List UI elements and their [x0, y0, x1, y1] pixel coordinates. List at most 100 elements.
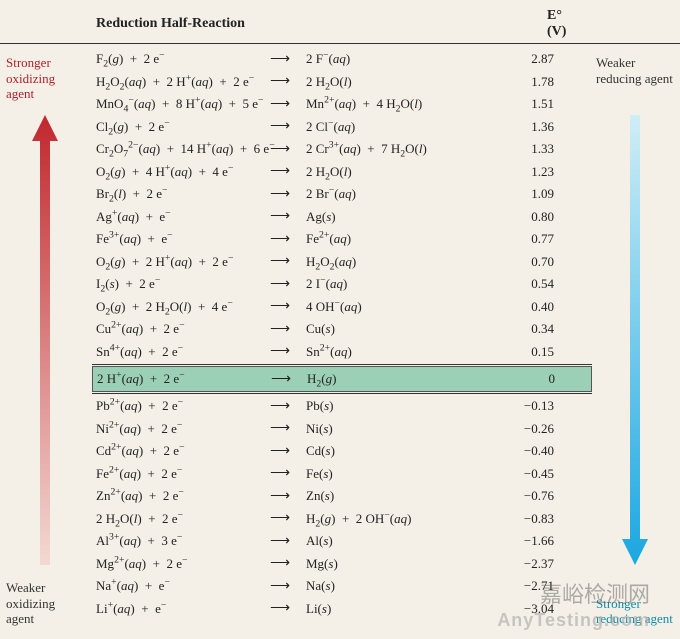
reaction-row: F2(g) + 2 e−⟶2 F−(aq)2.87 — [92, 48, 592, 71]
reduction-potential: 1.51 — [492, 96, 562, 112]
arrow-icon: ⟶ — [270, 465, 306, 482]
table-header: Reduction Half-Reaction E° (V) — [0, 8, 680, 44]
reaction-row: O2(g) + 2 H2O(l) + 4 e−⟶4 OH−(aq)0.40 — [92, 296, 592, 319]
reaction-row: H2O2(aq) + 2 H+(aq) + 2 e−⟶2 H2O(l)1.78 — [92, 71, 592, 94]
reaction-lhs: Pb2+(aq) + 2 e− — [92, 398, 270, 414]
reduction-potential: 1.33 — [492, 141, 562, 157]
reduction-potential: 0 — [493, 371, 563, 387]
arrow-icon: ⟶ — [270, 578, 306, 595]
arrow-icon: ⟶ — [270, 488, 306, 505]
reaction-lhs: O2(g) + 2 H2O(l) + 4 e− — [92, 299, 270, 315]
arrow-icon: ⟶ — [270, 398, 306, 415]
reaction-rhs: Mg(s) — [306, 556, 492, 572]
reduction-potential: 0.15 — [492, 344, 562, 360]
reaction-rhs: 2 H2O(l) — [306, 164, 492, 180]
reaction-rhs: Cd(s) — [306, 443, 492, 459]
weaker-oxidizing-label: Weaker oxidizing agent — [6, 580, 84, 627]
reaction-row: Zn2+(aq) + 2 e−⟶Zn(s)−0.76 — [92, 485, 592, 508]
arrow-icon: ⟶ — [270, 118, 306, 135]
reduction-potential: −0.83 — [492, 511, 562, 527]
up-arrow-icon — [32, 115, 58, 565]
reaction-table: F2(g) + 2 e−⟶2 F−(aq)2.87H2O2(aq) + 2 H+… — [92, 48, 592, 620]
watermark-en: AnyTesting.com — [497, 610, 650, 631]
reduction-potential: −0.45 — [492, 466, 562, 482]
header-reaction: Reduction Half-Reaction — [96, 16, 245, 32]
reaction-row: Cd2+(aq) + 2 e−⟶Cd(s)−0.40 — [92, 440, 592, 463]
reduction-potential: 0.34 — [492, 321, 562, 337]
reaction-rhs: 2 I−(aq) — [306, 276, 492, 292]
reaction-row: Na+(aq) + e−⟶Na(s)−2.71 — [92, 575, 592, 598]
arrow-icon: ⟶ — [270, 73, 306, 90]
reaction-rhs: Na(s) — [306, 578, 492, 594]
reaction-lhs: MnO4−(aq) + 8 H+(aq) + 5 e− — [92, 96, 270, 112]
arrow-icon: ⟶ — [270, 231, 306, 248]
reaction-row: Sn4+(aq) + 2 e−⟶Sn2+(aq)0.15 — [92, 341, 592, 364]
reaction-lhs: Br2(l) + 2 e− — [92, 186, 270, 202]
reaction-rhs: 2 H2O(l) — [306, 74, 492, 90]
reduction-potential: 0.77 — [492, 231, 562, 247]
stronger-oxidizing-label: Stronger oxidizing agent — [6, 55, 84, 102]
reaction-lhs: Cr2O72−(aq) + 14 H+(aq) + 6 e− — [92, 141, 270, 157]
reducing-strength-gutter: Weaker reducing agent Stronger reducing … — [596, 55, 674, 627]
arrow-icon: ⟶ — [270, 600, 306, 617]
reaction-lhs: Na+(aq) + e− — [92, 578, 270, 594]
reaction-rhs: 2 Br−(aq) — [306, 186, 492, 202]
reaction-row: 2 H+(aq) + 2 e−⟶H2(g)0 — [92, 366, 592, 392]
reaction-rhs: Al(s) — [306, 533, 492, 549]
reaction-row: Br2(l) + 2 e−⟶2 Br−(aq)1.09 — [92, 183, 592, 206]
arrow-icon: ⟶ — [270, 276, 306, 293]
reaction-row: 2 H2O(l) + 2 e−⟶H2(g) + 2 OH−(aq)−0.83 — [92, 508, 592, 531]
oxidizing-strength-gutter: Stronger oxidizing agent Weaker oxidizin… — [6, 55, 84, 627]
reaction-row: Fe2+(aq) + 2 e−⟶Fe(s)−0.45 — [92, 463, 592, 486]
arrow-icon: ⟶ — [270, 186, 306, 203]
reaction-lhs: Cd2+(aq) + 2 e− — [92, 443, 270, 459]
reaction-lhs: Ag+(aq) + e− — [92, 209, 270, 225]
arrow-icon: ⟶ — [270, 533, 306, 550]
reduction-potential: −1.66 — [492, 533, 562, 549]
reaction-row: I2(s) + 2 e−⟶2 I−(aq)0.54 — [92, 273, 592, 296]
reaction-rhs: Pb(s) — [306, 398, 492, 414]
reaction-rhs: 4 OH−(aq) — [306, 299, 492, 315]
arrow-icon: ⟶ — [270, 343, 306, 360]
reaction-row: Cu2+(aq) + 2 e−⟶Cu(s)0.34 — [92, 318, 592, 341]
reaction-row: Cr2O72−(aq) + 14 H+(aq) + 6 e−⟶2 Cr3+(aq… — [92, 138, 592, 161]
reaction-row: Fe3+(aq) + e−⟶Fe2+(aq)0.77 — [92, 228, 592, 251]
reaction-row: Mg2+(aq) + 2 e−⟶Mg(s)−2.37 — [92, 553, 592, 576]
down-arrow-icon — [622, 115, 648, 565]
reaction-rhs: 2 Cl−(aq) — [306, 119, 492, 135]
reaction-rhs: H2(g) + 2 OH−(aq) — [306, 511, 492, 527]
arrow-icon: ⟶ — [270, 298, 306, 315]
reduction-potential: 0.54 — [492, 276, 562, 292]
reduction-potential: −0.76 — [492, 488, 562, 504]
reduction-potential: 2.87 — [492, 51, 562, 67]
arrow-icon: ⟶ — [270, 510, 306, 527]
arrow-icon: ⟶ — [270, 51, 306, 68]
reaction-rhs: Ag(s) — [306, 209, 492, 225]
reaction-lhs: 2 H+(aq) + 2 e− — [93, 371, 271, 387]
reaction-lhs: Fe2+(aq) + 2 e− — [92, 466, 270, 482]
reduction-potential: 0.70 — [492, 254, 562, 270]
reaction-lhs: Fe3+(aq) + e− — [92, 231, 270, 247]
reaction-row: Ag+(aq) + e−⟶Ag(s)0.80 — [92, 206, 592, 229]
reaction-rhs: Fe(s) — [306, 466, 492, 482]
reaction-row: O2(g) + 4 H+(aq) + 4 e−⟶2 H2O(l)1.23 — [92, 161, 592, 184]
reaction-rhs: Zn(s) — [306, 488, 492, 504]
arrow-icon: ⟶ — [270, 96, 306, 113]
reaction-lhs: Mg2+(aq) + 2 e− — [92, 556, 270, 572]
reduction-potential: 0.80 — [492, 209, 562, 225]
reaction-row: Cl2(g) + 2 e−⟶2 Cl−(aq)1.36 — [92, 116, 592, 139]
reaction-lhs: Zn2+(aq) + 2 e− — [92, 488, 270, 504]
reaction-lhs: Cl2(g) + 2 e− — [92, 119, 270, 135]
reaction-row: MnO4−(aq) + 8 H+(aq) + 5 e−⟶Mn2+(aq) + 4… — [92, 93, 592, 116]
reaction-rhs: 2 Cr3+(aq) + 7 H2O(l) — [306, 141, 492, 157]
arrow-icon: ⟶ — [271, 371, 307, 388]
reaction-lhs: Al3+(aq) + 3 e− — [92, 533, 270, 549]
reaction-rhs: Ni(s) — [306, 421, 492, 437]
arrow-icon: ⟶ — [270, 163, 306, 180]
reaction-rhs: Li(s) — [306, 601, 492, 617]
reaction-row: Ni2+(aq) + 2 e−⟶Ni(s)−0.26 — [92, 418, 592, 441]
arrow-icon: ⟶ — [270, 555, 306, 572]
arrow-icon: ⟶ — [270, 208, 306, 225]
reaction-lhs: I2(s) + 2 e− — [92, 276, 270, 292]
reduction-potential: 0.40 — [492, 299, 562, 315]
